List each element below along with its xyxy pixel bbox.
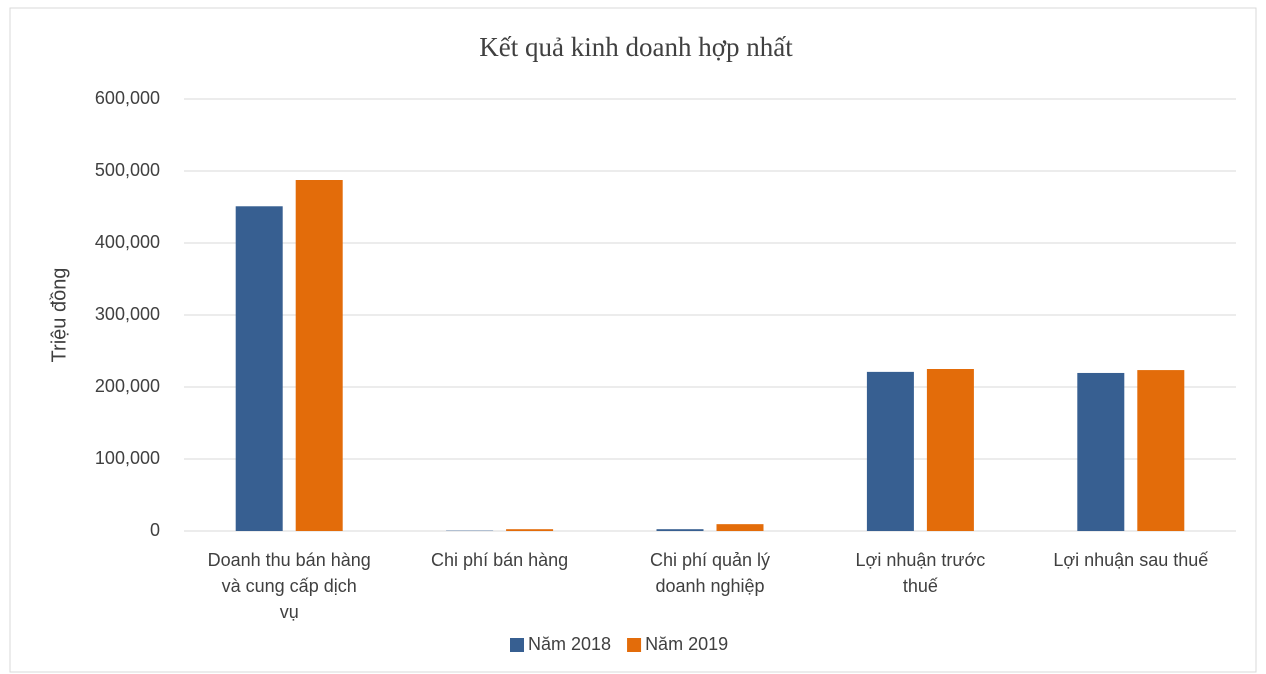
bar [716,524,764,531]
y-tick-label: 500,000 [95,160,160,180]
bar [235,206,283,531]
bar [295,180,343,531]
x-tick-label: Chi phí bán hàng [431,550,568,570]
legend-swatch [627,638,642,652]
bar [656,529,704,531]
legend-label: Năm 2019 [645,634,728,654]
y-axis-title: Triệu đồng [48,268,70,363]
bar [866,371,914,531]
x-tick-label: Lợi nhuận sau thuế [1053,550,1208,570]
y-tick-label: 200,000 [95,376,160,396]
x-tick-label: Chi phí quản lý doanh nghiệp [650,550,770,596]
bar [926,369,974,531]
bar [506,529,554,531]
chart-title: Kết quả kinh doanh hợp nhất [479,32,793,62]
chart-frame [9,7,1257,673]
bar [1137,370,1185,531]
x-tick-label: Doanh thu bán hàng và cung cấp dịch vụ [208,550,371,622]
y-tick-label: 100,000 [95,448,160,468]
x-tick-label: Lợi nhuận trước thuế [856,550,986,596]
y-tick-label: 300,000 [95,304,160,324]
y-tick-label: 400,000 [95,232,160,252]
y-tick-label: 600,000 [95,88,160,108]
bar [1077,372,1125,531]
y-tick-label: 0 [150,520,160,540]
legend-label: Năm 2018 [528,634,611,654]
legend-swatch [510,638,524,652]
